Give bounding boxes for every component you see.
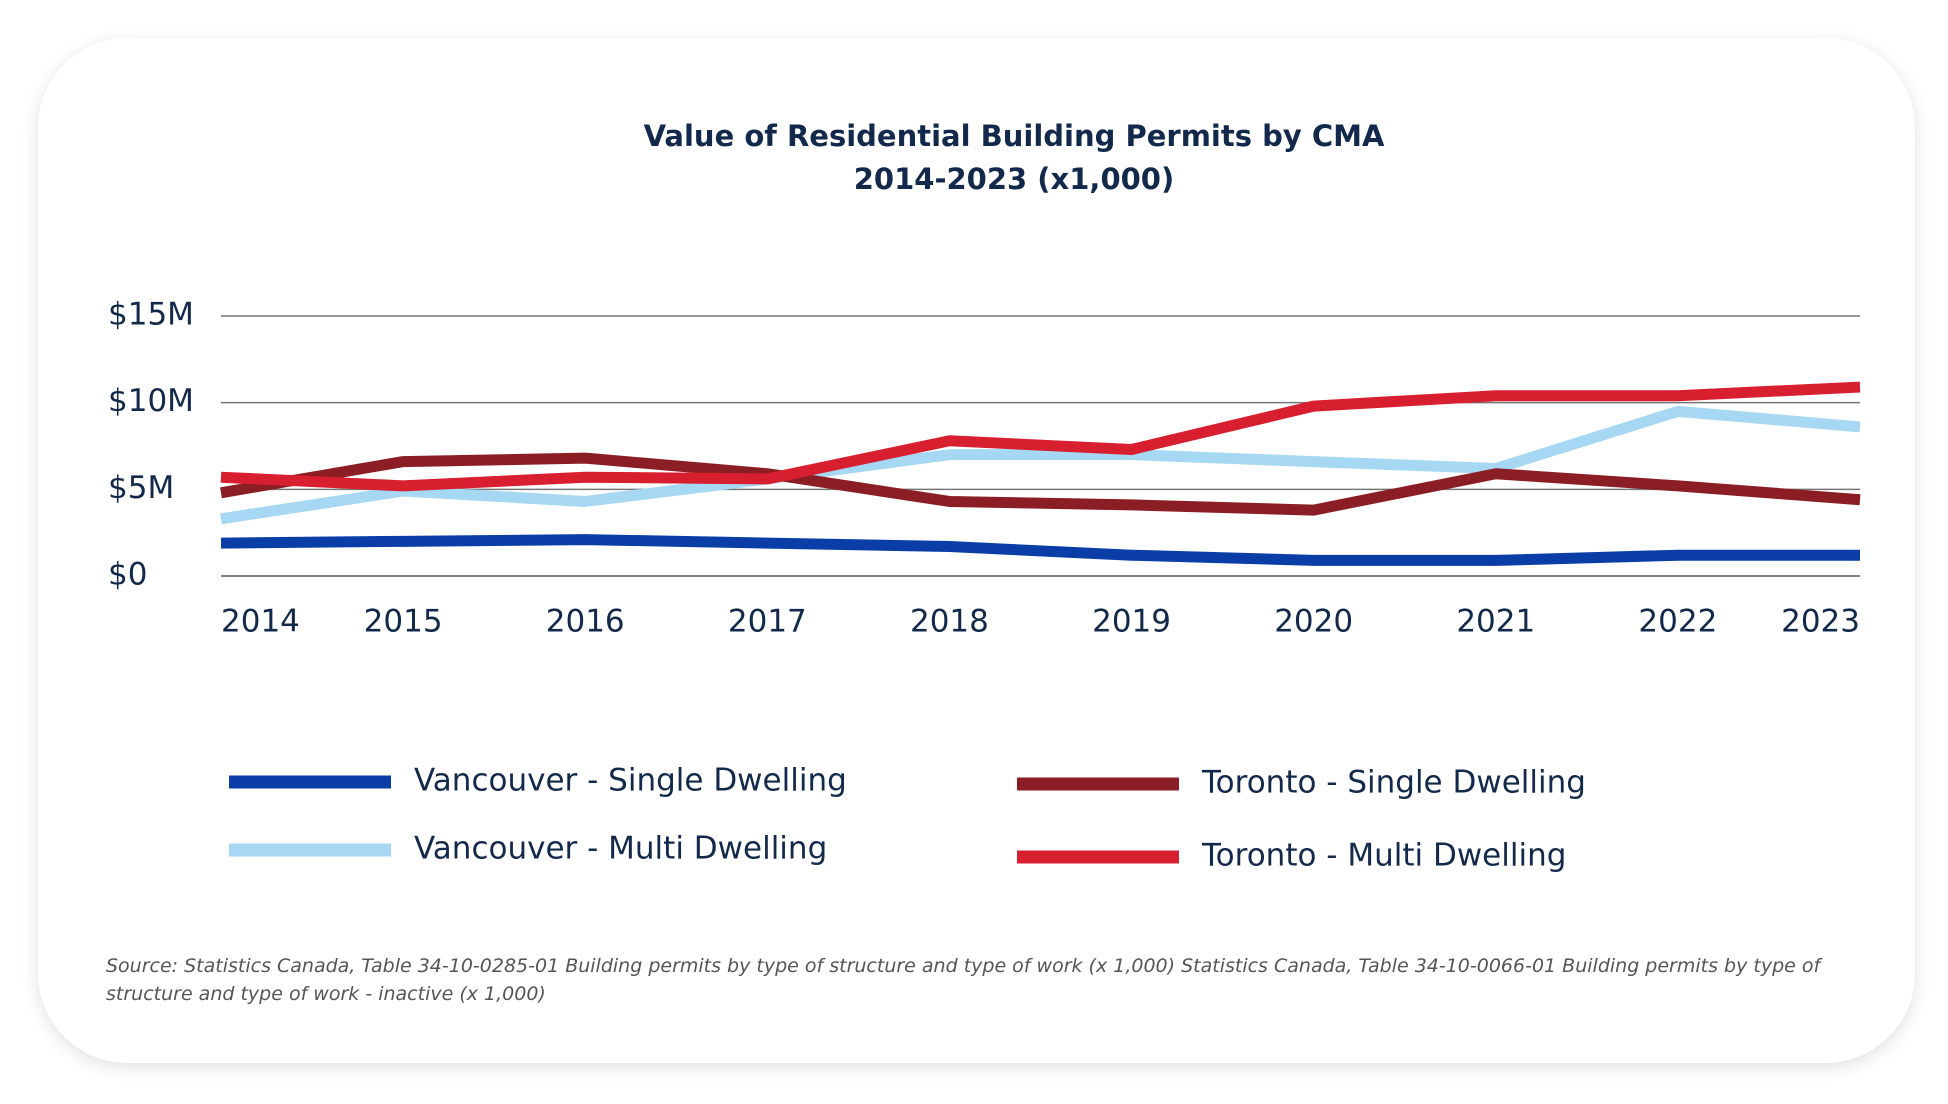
y-tick-label: $15M <box>108 297 194 333</box>
chart-title: Value of Residential Building Permits by… <box>644 119 1385 153</box>
series-line <box>220 452 1861 516</box>
chart-subtitle: 2014-2023 (x1,000) <box>854 162 1175 196</box>
legend-label: Toronto - Single Dwelling <box>1201 765 1586 801</box>
series-line <box>220 534 1860 566</box>
x-tick-label: 2019 <box>1092 604 1171 640</box>
x-tick-label: 2021 <box>1456 604 1535 640</box>
x-tick-label: 2022 <box>1638 604 1717 640</box>
x-tick-label: 2017 <box>728 604 807 640</box>
legend-label: Vancouver - Multi Dwelling <box>414 831 827 867</box>
series-line <box>220 381 1861 492</box>
x-tick-label: 2020 <box>1274 604 1353 640</box>
x-tick-label: 2014 <box>221 604 300 640</box>
x-tick-label: 2023 <box>1781 604 1860 640</box>
y-tick-label: $0 <box>108 557 147 593</box>
source-note: Source: Statistics Canada, Table 34-10-0… <box>106 955 1821 1005</box>
x-tick-label: 2015 <box>364 604 443 640</box>
x-tick-label: 2018 <box>910 604 989 640</box>
legend-label: Vancouver - Single Dwelling <box>414 763 847 799</box>
y-tick-label: $10M <box>108 383 194 419</box>
legend-label: Toronto - Multi Dwelling <box>1201 838 1566 874</box>
source-box: Source: Statistics Canada, Table 34-10-0… <box>106 955 1821 1005</box>
x-tick-label: 2016 <box>546 604 625 640</box>
series-line <box>220 405 1861 525</box>
y-tick-label: $5M <box>108 470 174 506</box>
